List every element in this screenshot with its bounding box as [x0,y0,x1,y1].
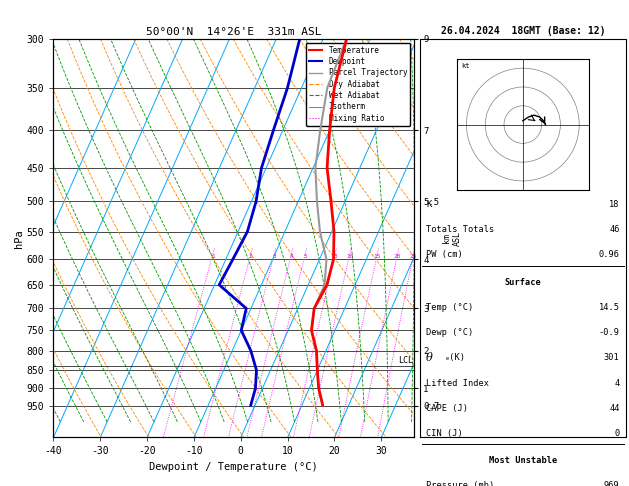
Text: ₑ(K): ₑ(K) [445,353,465,363]
Text: Temp (°C): Temp (°C) [426,303,473,312]
Text: LCL: LCL [398,356,413,365]
Text: K: K [426,200,431,209]
Text: 44: 44 [609,404,620,413]
Text: 26.04.2024  18GMT (Base: 12): 26.04.2024 18GMT (Base: 12) [440,26,605,36]
Text: CAPE (J): CAPE (J) [426,404,468,413]
Y-axis label: km
ASL: km ASL [442,231,462,245]
Text: 10: 10 [346,254,353,259]
Text: CIN (J): CIN (J) [426,429,463,438]
Text: Dewp (°C): Dewp (°C) [426,329,473,337]
Text: kt: kt [461,63,469,69]
Text: 969: 969 [604,482,620,486]
Text: 4: 4 [615,379,620,387]
Y-axis label: hPa: hPa [14,229,24,247]
Text: 20: 20 [394,254,401,259]
Text: 0: 0 [615,429,620,438]
Title: 50°00'N  14°26'E  331m ASL: 50°00'N 14°26'E 331m ASL [146,27,321,37]
X-axis label: Dewpoint / Temperature (°C): Dewpoint / Temperature (°C) [150,462,318,472]
Text: θ: θ [426,353,433,364]
Text: Lifted Index: Lifted Index [426,379,489,387]
Text: 46: 46 [609,226,620,234]
Text: PW (cm): PW (cm) [426,250,463,260]
Text: 8: 8 [333,254,337,259]
Text: 25: 25 [410,254,418,259]
Text: 14.5: 14.5 [599,303,620,312]
Text: 301: 301 [604,353,620,363]
Text: 1: 1 [211,254,215,259]
Text: -0.9: -0.9 [599,329,620,337]
Text: Surface: Surface [504,278,541,287]
Text: 2: 2 [249,254,253,259]
Text: 5: 5 [303,254,307,259]
Text: 4: 4 [289,254,293,259]
Text: Totals Totals: Totals Totals [426,226,494,234]
Text: Pressure (mb): Pressure (mb) [426,482,494,486]
Text: 15: 15 [374,254,381,259]
Legend: Temperature, Dewpoint, Parcel Trajectory, Dry Adiabat, Wet Adiabat, Isotherm, Mi: Temperature, Dewpoint, Parcel Trajectory… [306,43,410,125]
Text: 18: 18 [609,200,620,209]
Text: 0.96: 0.96 [599,250,620,260]
Text: Most Unstable: Most Unstable [489,456,557,466]
Text: 3: 3 [272,254,276,259]
